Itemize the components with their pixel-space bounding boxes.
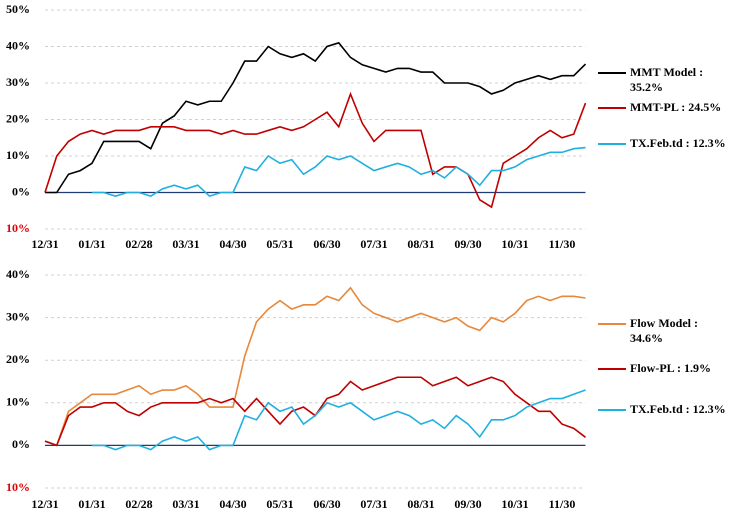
x-tick-label: 05/31 xyxy=(266,497,293,511)
y-tick-label: 20% xyxy=(6,352,30,366)
legend-label: TX.Feb.td : 12.3% xyxy=(630,136,726,150)
y-tick-label: 10% xyxy=(6,221,30,235)
x-tick-label: 08/31 xyxy=(407,237,434,251)
x-tick-label: 06/30 xyxy=(313,497,340,511)
y-tick-label: 30% xyxy=(6,309,30,323)
x-tick-label: 01/31 xyxy=(78,497,105,511)
legend-item: TX.Feb.td : 12.3% xyxy=(598,402,730,417)
series-line xyxy=(92,389,586,451)
x-tick-label: 03/31 xyxy=(172,497,199,511)
x-tick-label: 11/30 xyxy=(549,237,576,251)
y-tick-label: 10% xyxy=(6,148,30,162)
legend-swatch xyxy=(598,107,626,109)
x-tick-label: 10/31 xyxy=(501,497,528,511)
x-tick-label: 02/28 xyxy=(125,237,152,251)
x-tick-label: 08/31 xyxy=(407,497,434,511)
y-tick-label: 50% xyxy=(6,2,30,16)
series-line xyxy=(45,41,587,194)
legend-item: TX.Feb.td : 12.3% xyxy=(598,136,730,151)
y-tick-label: 0% xyxy=(12,184,30,198)
x-tick-label: 05/31 xyxy=(266,237,293,251)
y-tick-label: 30% xyxy=(6,75,30,89)
series-line xyxy=(44,286,586,447)
x-tick-label: 09/30 xyxy=(454,497,481,511)
legend-label: TX.Feb.td : 12.3% xyxy=(630,402,726,416)
y-tick-label: 0% xyxy=(12,437,30,451)
y-tick-label: 10% xyxy=(6,480,30,494)
x-tick-label: 04/30 xyxy=(219,497,246,511)
y-tick-label: 10% xyxy=(6,395,30,409)
x-tick-label: 01/31 xyxy=(78,237,105,251)
legend-item: Flow-PL : 1.9% xyxy=(598,361,730,376)
legend-swatch xyxy=(598,368,626,370)
series-line xyxy=(92,146,586,198)
y-tick-label: 20% xyxy=(6,111,30,125)
legend-swatch xyxy=(598,72,626,74)
x-tick-label: 02/28 xyxy=(125,497,152,511)
x-tick-label: 06/30 xyxy=(313,237,340,251)
legend-swatch xyxy=(598,409,626,411)
legend-swatch xyxy=(598,143,626,145)
x-tick-label: 12/31 xyxy=(31,497,58,511)
x-tick-label: 04/30 xyxy=(219,237,246,251)
y-tick-label: 40% xyxy=(6,38,30,52)
x-tick-label: 09/30 xyxy=(454,237,481,251)
legend-label: MMT-PL : 24.5% xyxy=(630,100,722,114)
legend-item: MMT-PL : 24.5% xyxy=(598,100,730,115)
x-tick-label: 10/31 xyxy=(501,237,528,251)
x-tick-label: 07/31 xyxy=(360,497,387,511)
x-tick-label: 12/31 xyxy=(31,237,58,251)
legend-label: Flow-PL : 1.9% xyxy=(630,361,711,375)
x-tick-label: 03/31 xyxy=(172,237,199,251)
x-tick-label: 11/30 xyxy=(549,497,576,511)
series-line xyxy=(44,376,586,447)
x-tick-label: 07/31 xyxy=(360,237,387,251)
y-tick-label: 40% xyxy=(6,267,30,281)
legend-item: MMT Model : 35.2% xyxy=(598,65,730,95)
series-line xyxy=(44,91,587,209)
legend-label: MMT Model : 35.2% xyxy=(630,65,704,94)
legend-swatch xyxy=(598,323,626,325)
legend-label: Flow Model : 34.6% xyxy=(630,316,698,345)
legend-item: Flow Model : 34.6% xyxy=(598,316,730,346)
